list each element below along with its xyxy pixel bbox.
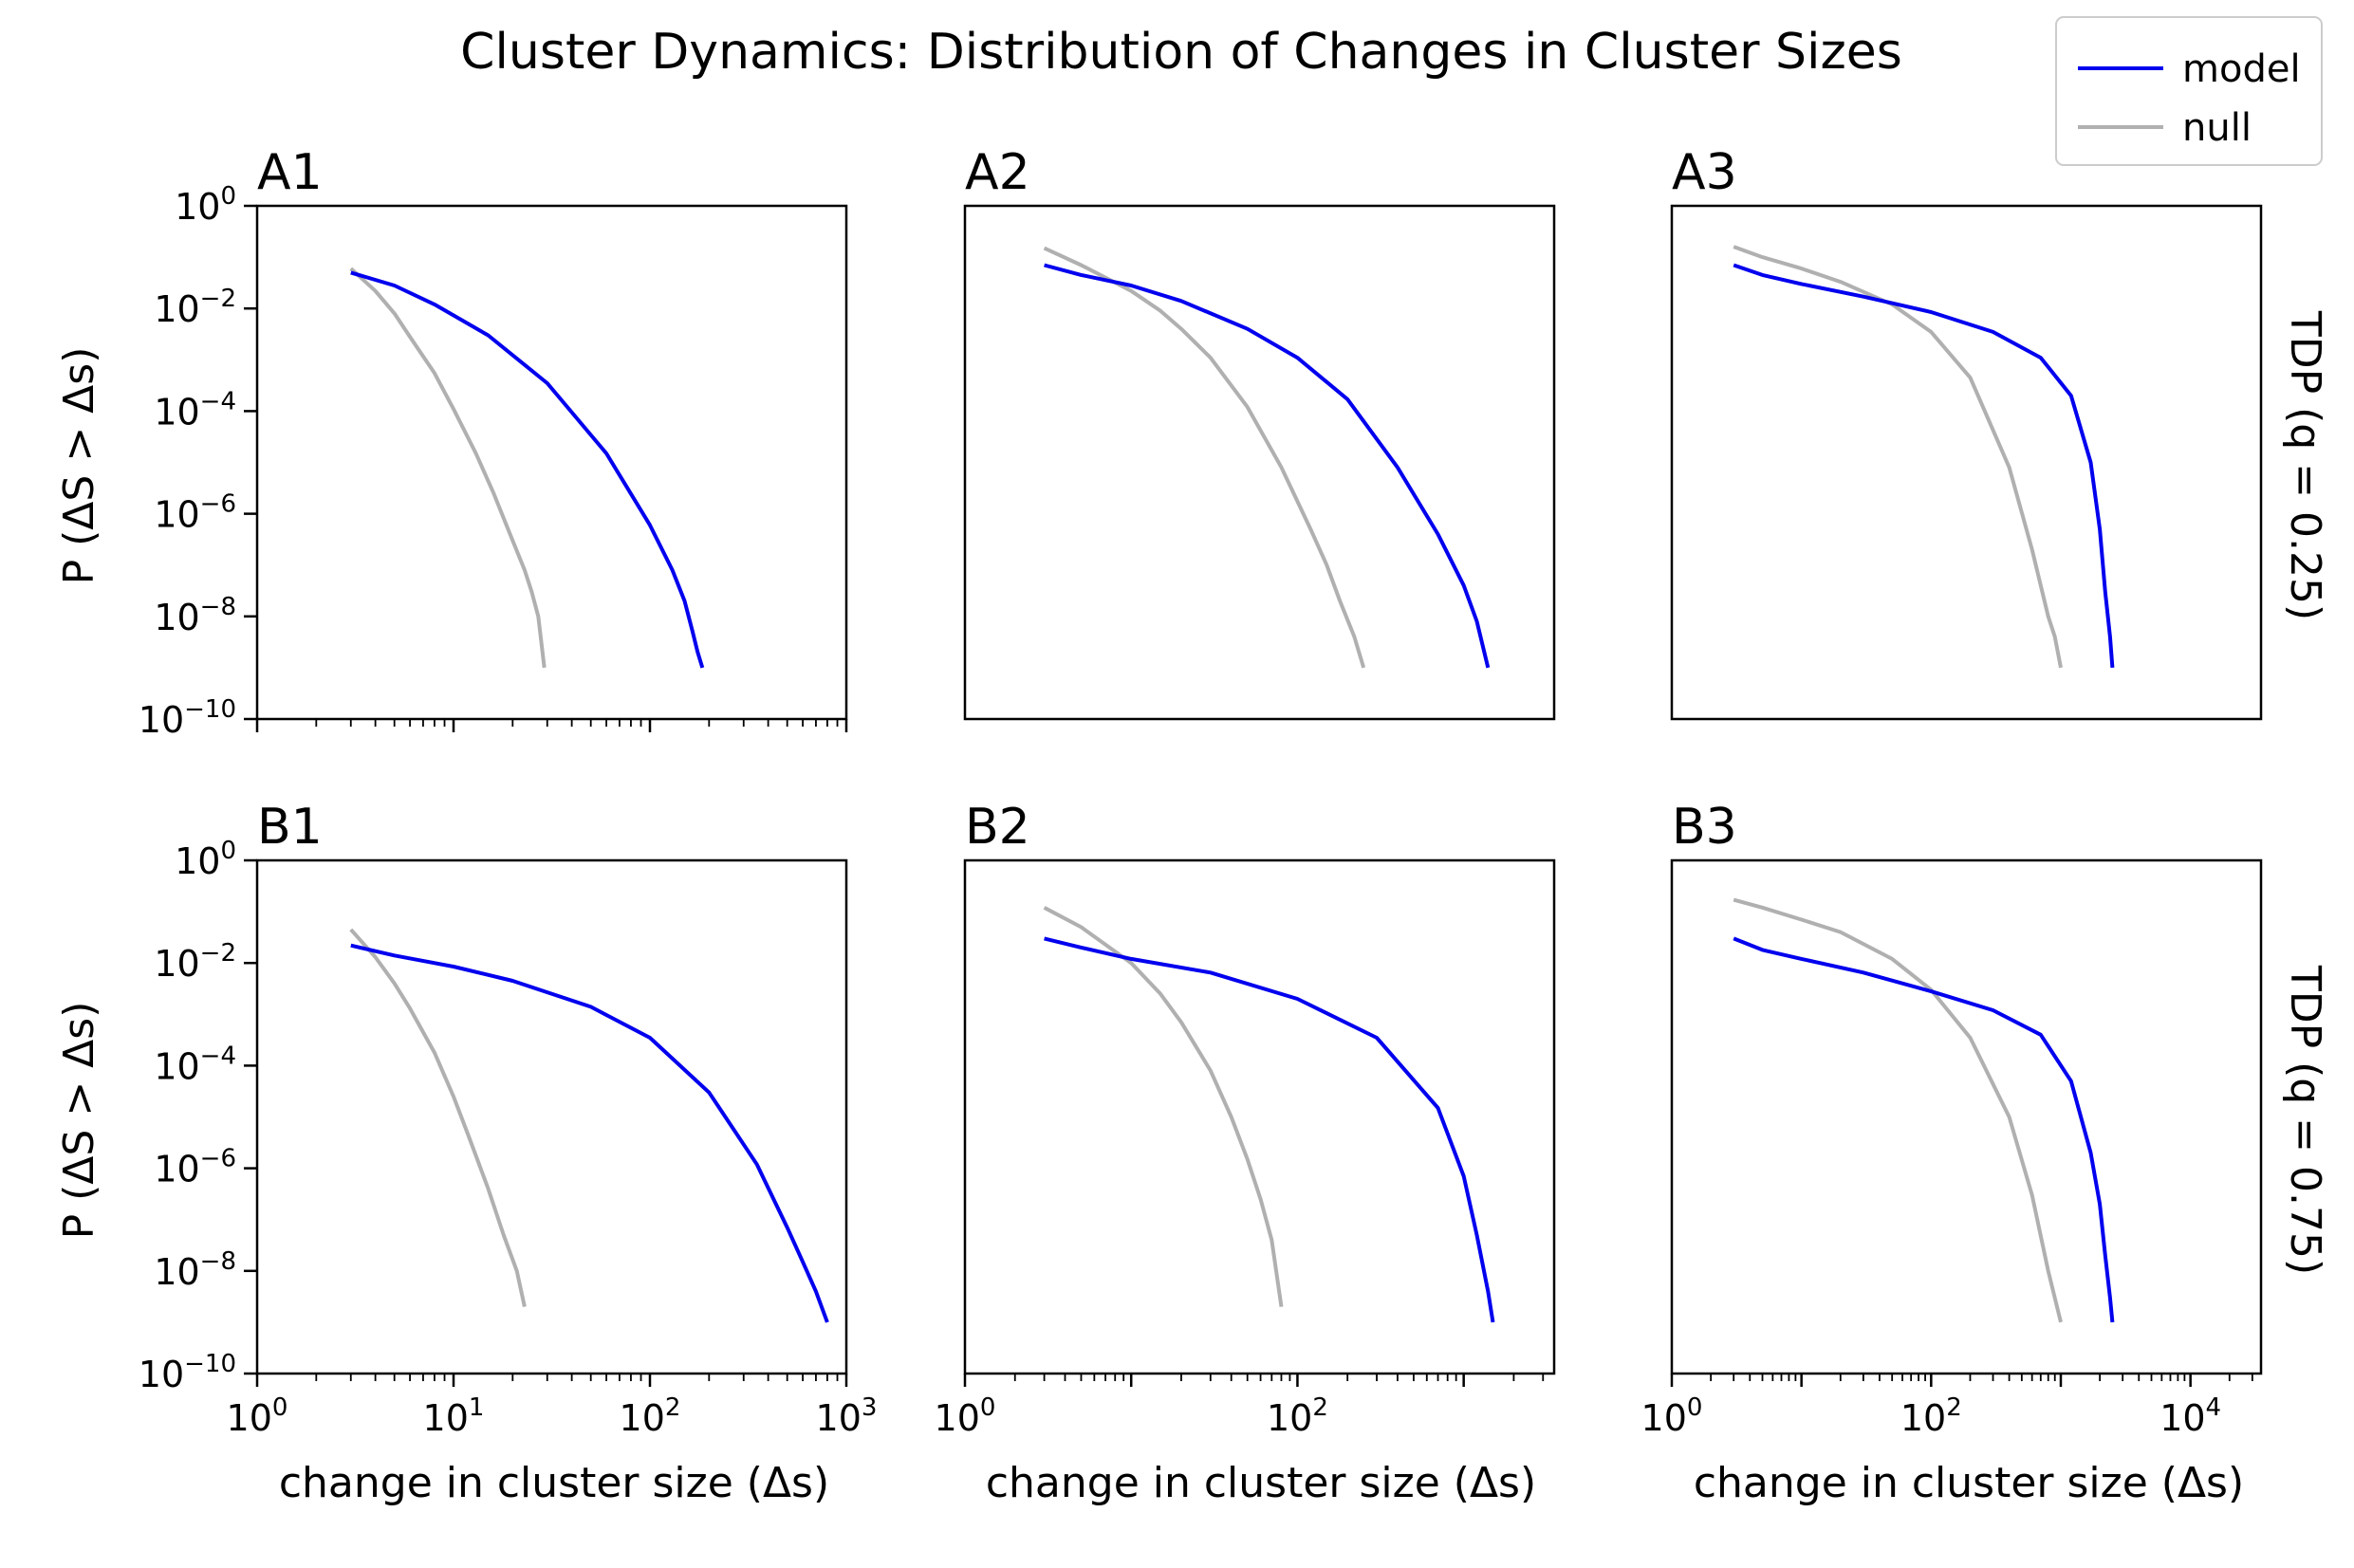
y-tick-label-a1: 10−6 xyxy=(154,490,236,536)
x-tick-label-b2: 100 xyxy=(935,1393,996,1439)
series-line-model-a3 xyxy=(1733,263,2115,669)
ylabel-top: P (ΔS > Δs) xyxy=(55,347,103,585)
y-tick-label-b1: 10−8 xyxy=(154,1247,236,1293)
y-tick-label-b1: 10−6 xyxy=(154,1145,236,1190)
series-line-model-b1 xyxy=(350,943,829,1323)
panels: A1 100 10−2 10−4 10−6 10−8 10−10 A2 A3 B1 100 101 10… xyxy=(139,144,2263,1439)
figure-title: Cluster Dynamics: Distribution of Change… xyxy=(460,24,1902,81)
panel-title-b1: B1 xyxy=(257,799,323,856)
row-label-bottom: TDP (q = 0.75) xyxy=(2281,965,2329,1275)
panel-title-b2: B2 xyxy=(965,799,1030,856)
axes-frame-b1 xyxy=(255,858,848,1375)
series-line-null-a2 xyxy=(1043,246,1366,669)
axes-frame-a1 xyxy=(255,204,848,721)
x-tick-label-b1: 103 xyxy=(816,1393,878,1439)
series-group-a1 xyxy=(349,267,705,669)
axes-frame-a2 xyxy=(963,204,1556,721)
x-tick-label-b2: 102 xyxy=(1267,1393,1328,1439)
y-tick-label-b1: 10−4 xyxy=(154,1042,236,1087)
y-tick-label-a1: 10−2 xyxy=(154,285,236,330)
x-tick-label-b1: 100 xyxy=(227,1393,288,1439)
y-tick-label-b1: 10−10 xyxy=(139,1350,236,1395)
panel-b2: B2 100 102 xyxy=(935,799,1556,1439)
x-tick-label-b3: 104 xyxy=(2159,1393,2221,1439)
panel-title-a3: A3 xyxy=(1672,144,1737,201)
series-line-model-a2 xyxy=(1044,263,1491,669)
panel-b1: B1 100 101 102 103 100 10−2 10−4 10−6 10−8 10−10 xyxy=(139,799,878,1439)
x-tick-label-b1: 102 xyxy=(620,1393,681,1439)
xlabel-col3: change in cluster size (Δs) xyxy=(1694,1459,2244,1507)
axes-frame-b3 xyxy=(1670,858,2263,1375)
y-tick-label-a1: 10−4 xyxy=(154,387,236,433)
series-line-null-a3 xyxy=(1733,245,2063,669)
series-line-model-b2 xyxy=(1044,936,1495,1323)
series-group-b1 xyxy=(349,928,829,1323)
series-line-model-a1 xyxy=(350,270,705,669)
legend: model null xyxy=(2055,16,2323,166)
row-label-top: TDP (q = 0.25) xyxy=(2281,310,2329,620)
legend-null-label: null xyxy=(2182,106,2252,150)
x-tick-label-b3: 100 xyxy=(1641,1393,1703,1439)
panel-a2: A2 xyxy=(963,144,1556,721)
x-tick-label-b1: 101 xyxy=(423,1393,485,1439)
panel-a1: A1 100 10−2 10−4 10−6 10−8 10−10 xyxy=(139,144,848,741)
xlabel-col1: change in cluster size (Δs) xyxy=(279,1459,829,1507)
series-line-null-b2 xyxy=(1043,906,1284,1307)
series-group-b2 xyxy=(1043,906,1495,1323)
series-group-b3 xyxy=(1733,897,2115,1323)
axes-frame-a3 xyxy=(1670,204,2263,721)
series-group-a2 xyxy=(1043,246,1491,669)
panel-title-b3: B3 xyxy=(1672,799,1737,856)
y-tick-label-b1: 10−2 xyxy=(154,939,236,985)
y-tick-label-a1: 100 xyxy=(175,182,236,228)
series-line-null-a1 xyxy=(349,267,547,669)
y-tick-label-a1: 10−8 xyxy=(154,593,236,638)
panel-title-a2: A2 xyxy=(965,144,1030,201)
panel-title-a1: A1 xyxy=(257,144,323,201)
y-tick-label-a1: 10−10 xyxy=(139,695,236,741)
ylabel-bottom: P (ΔS > Δs) xyxy=(55,1002,103,1240)
series-line-model-b3 xyxy=(1733,936,2115,1323)
x-tick-label-b3: 102 xyxy=(1900,1393,1962,1439)
xlabel-col2: change in cluster size (Δs) xyxy=(986,1459,1536,1507)
series-group-a3 xyxy=(1733,245,2115,669)
panel-b3: B3 100 102 104 xyxy=(1641,799,2263,1439)
panel-a3: A3 xyxy=(1670,144,2263,721)
series-line-null-b1 xyxy=(349,928,527,1308)
axes-frame-b2 xyxy=(963,858,1556,1375)
y-tick-label-b1: 100 xyxy=(175,837,236,882)
legend-model-label: model xyxy=(2182,47,2301,91)
